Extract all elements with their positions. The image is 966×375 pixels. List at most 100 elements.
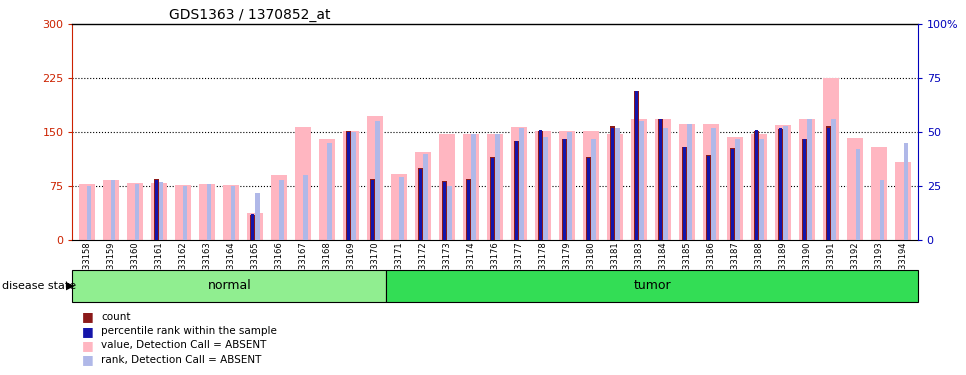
Bar (375, 122, 380, 240)
Bar (562, 140, 567, 240)
Bar (442, 181, 447, 240)
Bar (856, 149, 860, 240)
Bar (847, 138, 863, 240)
Bar (347, 132, 350, 240)
Bar (296, 127, 311, 240)
Bar (826, 126, 832, 240)
Bar (199, 184, 214, 240)
Bar (706, 155, 711, 240)
Bar (559, 131, 575, 240)
Bar (279, 180, 284, 240)
Bar (636, 91, 639, 240)
Bar (779, 129, 783, 240)
Bar (587, 158, 590, 240)
Bar (496, 134, 499, 240)
Bar (664, 128, 668, 240)
Bar (755, 130, 758, 240)
Bar (418, 168, 423, 240)
Bar (660, 119, 663, 240)
Bar (832, 119, 836, 240)
Bar (871, 147, 887, 240)
Bar (135, 184, 139, 240)
Bar (879, 180, 884, 240)
Bar (103, 180, 119, 240)
Bar (343, 131, 358, 240)
Bar (79, 184, 95, 240)
Bar (754, 131, 759, 240)
Bar (466, 179, 471, 240)
Bar (520, 128, 524, 240)
Bar (759, 139, 764, 240)
Bar (346, 131, 352, 240)
Bar (639, 122, 643, 240)
Bar (828, 128, 831, 240)
Bar (752, 134, 767, 240)
Text: ■: ■ (82, 353, 94, 366)
Bar (611, 128, 614, 240)
Bar (327, 143, 331, 240)
Bar (591, 139, 596, 240)
Bar (511, 127, 526, 240)
Bar (386, 270, 918, 302)
Bar (111, 180, 115, 240)
Bar (487, 134, 503, 240)
Bar (567, 132, 572, 240)
Text: value, Detection Call = ABSENT: value, Detection Call = ABSENT (101, 340, 267, 350)
Bar (490, 158, 496, 240)
Bar (271, 176, 287, 240)
Bar (415, 152, 431, 240)
Bar (371, 180, 374, 240)
Bar (632, 119, 647, 240)
Bar (250, 215, 255, 240)
Bar (703, 124, 719, 240)
Bar (419, 169, 422, 240)
Text: GDS1363 / 1370852_at: GDS1363 / 1370852_at (169, 8, 330, 22)
Bar (735, 139, 740, 240)
Text: normal: normal (208, 279, 251, 292)
Bar (184, 186, 187, 240)
Bar (707, 156, 710, 240)
Bar (151, 183, 167, 240)
Text: ■: ■ (82, 325, 94, 338)
Bar (683, 147, 686, 240)
Bar (823, 78, 839, 240)
Bar (611, 126, 615, 240)
Bar (543, 136, 548, 240)
Bar (586, 158, 591, 240)
Bar (440, 134, 455, 240)
Bar (154, 179, 159, 240)
Bar (399, 177, 404, 240)
Bar (128, 183, 143, 240)
Bar (608, 134, 623, 240)
Text: ■: ■ (82, 310, 94, 323)
Bar (352, 132, 355, 240)
Bar (563, 139, 566, 240)
Bar (802, 140, 808, 240)
Bar (514, 141, 520, 240)
Bar (468, 180, 470, 240)
Bar (319, 140, 335, 240)
Bar (688, 124, 692, 240)
Bar (223, 185, 239, 240)
Bar (895, 162, 911, 240)
Bar (808, 119, 811, 240)
Bar (443, 182, 446, 240)
Bar (87, 186, 92, 240)
Bar (515, 141, 518, 240)
Bar (538, 131, 543, 240)
Bar (634, 90, 639, 240)
Bar (492, 158, 495, 240)
Bar (776, 125, 791, 240)
Bar (804, 139, 807, 240)
Bar (783, 126, 788, 240)
Bar (207, 184, 212, 240)
Bar (447, 186, 452, 240)
Bar (251, 214, 254, 240)
Bar (471, 134, 475, 240)
Bar (255, 193, 260, 240)
Bar (903, 143, 908, 240)
Bar (303, 176, 307, 240)
Bar (423, 154, 428, 240)
Bar (711, 128, 716, 240)
Bar (155, 180, 158, 240)
